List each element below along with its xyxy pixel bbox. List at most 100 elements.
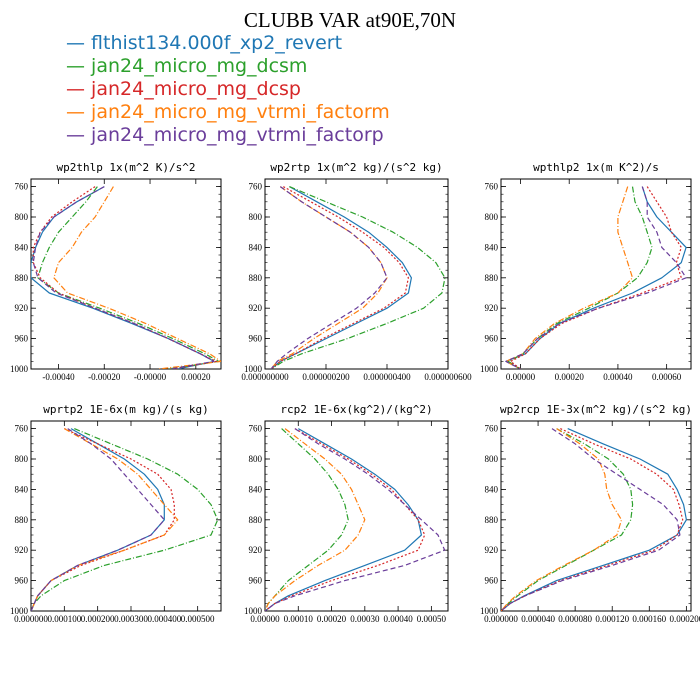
series-line xyxy=(265,428,366,611)
series-line xyxy=(270,186,388,369)
x-tick-label: 0.00000 xyxy=(506,372,536,382)
y-tick-label: 760 xyxy=(15,424,29,434)
subplot-title: wprtp2 1E-6x(m kg)/(s kg) xyxy=(43,403,209,416)
subplot-title: wp2rtp 1x(m^2 kg)/(s^2 kg) xyxy=(270,161,442,174)
y-tick-label: 1000 xyxy=(244,606,263,616)
subplot: wpthlp2 1x(m K^2)/s 760 800 840 880 920 960 100… xyxy=(480,161,692,382)
y-tick-label: 880 xyxy=(15,273,29,283)
y-tick-label: 840 xyxy=(15,484,29,494)
series-line xyxy=(270,186,388,369)
series-line xyxy=(501,428,684,611)
plot-frame xyxy=(500,420,692,612)
y-tick-label: 1000 xyxy=(480,606,499,616)
y-tick-label: 840 xyxy=(485,484,499,494)
series-line xyxy=(270,186,412,369)
y-tick-label: 840 xyxy=(249,242,263,252)
legend-item: — jan24_micro_mg_vtrmi_factorm xyxy=(66,101,390,124)
series-line xyxy=(505,186,687,369)
series-line xyxy=(31,428,219,611)
x-tick-label: -0.00020 xyxy=(88,372,121,382)
series-line xyxy=(507,186,653,369)
legend-marker: — xyxy=(66,32,92,54)
y-tick-label: 920 xyxy=(485,303,499,313)
y-tick-label: 760 xyxy=(249,182,263,192)
series-line xyxy=(265,428,426,611)
x-tick-label: 0.000000200 xyxy=(302,372,350,382)
y-tick-label: 760 xyxy=(249,424,263,434)
subplot: wp2rcp 1E-3x(m^2 kg)/(s^2 kg)760 800 840 88… xyxy=(480,403,700,624)
legend-item: — jan24_micro_mg_dcsp xyxy=(66,78,390,101)
legend-item: — jan24_micro_mg_dcsm xyxy=(66,55,390,78)
x-tick-label: 0.00020 xyxy=(317,614,347,624)
y-tick-label: 840 xyxy=(15,242,29,252)
y-tick-label: 800 xyxy=(249,212,263,222)
x-tick-label: 0.00040 xyxy=(603,372,633,382)
x-tick-label: 0.000400 xyxy=(147,614,181,624)
y-tick-label: 840 xyxy=(249,484,263,494)
y-tick-label: 880 xyxy=(249,515,263,525)
y-tick-label: 760 xyxy=(485,182,499,192)
x-tick-label: 0.000000400 xyxy=(363,372,411,382)
y-tick-label: 760 xyxy=(485,424,499,434)
subplot: wprtp2 1E-6x(m kg)/(s kg) 760 800 840 880 920… xyxy=(10,403,222,624)
series-line xyxy=(501,428,623,611)
y-tick-label: 920 xyxy=(249,303,263,313)
x-tick-label: 0.000500 xyxy=(181,614,215,624)
legend-marker: — xyxy=(66,124,92,146)
x-tick-label: 0.00040 xyxy=(383,614,413,624)
y-tick-label: 960 xyxy=(249,334,263,344)
x-tick-label: 0.000200 xyxy=(81,614,115,624)
legend-label: flthist134.000f_xp2_revert xyxy=(91,32,343,54)
plot-frame xyxy=(264,420,449,612)
y-tick-label: 920 xyxy=(15,545,29,555)
y-tick-label: 760 xyxy=(15,182,29,192)
plot-frame xyxy=(30,420,222,612)
y-tick-label: 840 xyxy=(485,242,499,252)
chart-title: CLUBB VAR at90E,70N xyxy=(243,8,457,32)
subplot-title: wp2thlp 1x(m^2 K)/s^2 xyxy=(56,161,195,174)
legend-label: jan24_micro_mg_vtrmi_factorp xyxy=(91,124,384,146)
y-tick-label: 960 xyxy=(15,334,29,344)
x-tick-label: 0.000100 xyxy=(47,614,81,624)
y-tick-label: 1000 xyxy=(480,364,499,374)
y-tick-label: 920 xyxy=(15,303,29,313)
legend-label: jan24_micro_mg_dcsp xyxy=(91,78,301,100)
series-line xyxy=(510,186,682,369)
x-tick-label: 0.000160 xyxy=(632,614,666,624)
subplot: wp2thlp 1x(m^2 K)/s^2 760 800 840 880 920 960 1… xyxy=(10,161,222,382)
series-line xyxy=(265,428,349,611)
series-line xyxy=(505,186,687,369)
y-tick-label: 880 xyxy=(15,515,29,525)
y-tick-label: 800 xyxy=(485,454,499,464)
series-line xyxy=(31,428,175,611)
y-tick-label: 800 xyxy=(249,454,263,464)
x-tick-label: 0.00030 xyxy=(350,614,380,624)
series-line xyxy=(31,428,165,611)
x-tick-label: 0.00020 xyxy=(555,372,585,382)
x-tick-label: 0.000000600 xyxy=(424,372,472,382)
plot-frame xyxy=(500,178,692,370)
y-tick-label: 880 xyxy=(485,273,499,283)
plot-frame xyxy=(264,178,449,370)
series-line xyxy=(501,428,634,611)
x-tick-label: -0.00040 xyxy=(42,372,75,382)
x-tick-label: 0.000200 xyxy=(669,614,700,624)
legend-item: — jan24_micro_mg_vtrmi_factorp xyxy=(66,124,390,147)
x-tick-label: 0.00020 xyxy=(181,372,211,382)
series-line xyxy=(32,186,215,369)
legend-item: — flthist134.000f_xp2_revert xyxy=(66,32,390,55)
y-tick-label: 800 xyxy=(15,212,29,222)
series-line xyxy=(31,186,215,369)
legend: — flthist134.000f_xp2_revert — jan24_mic… xyxy=(66,32,390,147)
x-tick-label: 0.000080 xyxy=(558,614,592,624)
x-tick-label: 0.000120 xyxy=(595,614,629,624)
subplot-title: wpthlp2 1x(m K^2)/s xyxy=(533,161,659,174)
y-tick-label: 920 xyxy=(249,545,263,555)
y-tick-label: 800 xyxy=(15,454,29,464)
y-tick-label: 960 xyxy=(15,576,29,586)
x-tick-label: 0.00050 xyxy=(417,614,447,624)
series-line xyxy=(501,428,681,611)
legend-marker: — xyxy=(66,101,92,123)
x-tick-label: 0.000300 xyxy=(114,614,148,624)
